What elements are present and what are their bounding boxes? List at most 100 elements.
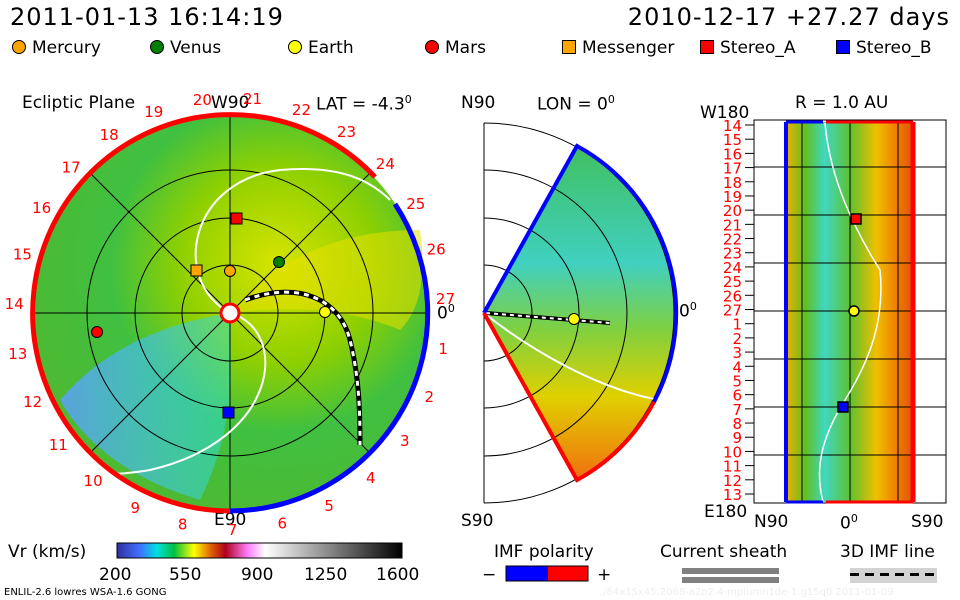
meridional-right-label: 00 — [679, 300, 697, 322]
lon-label: LON = 00 — [537, 93, 615, 115]
legend-messenger: Messenger — [562, 38, 674, 58]
radial-bottom-label: E180 — [704, 502, 748, 522]
lat-label: LAT = -4.30 — [316, 93, 412, 115]
radial-title: R = 1.0 AU — [795, 93, 889, 113]
imf-polarity-label: IMF polarity — [494, 542, 594, 562]
radial-day-label: 20 — [723, 202, 742, 220]
current-sheath-swatch — [682, 577, 779, 583]
positive-polarity-swatch — [548, 566, 588, 581]
radial-day-label: 18 — [723, 174, 742, 192]
positive-polarity-arc — [31, 112, 377, 291]
current-sheet-line — [483, 312, 661, 401]
ecliptic-top-label: W90 — [211, 93, 250, 113]
ecliptic-day-label: 19 — [144, 103, 163, 121]
radial-day-label: 17 — [723, 160, 742, 178]
messenger-marker — [190, 264, 203, 277]
radial-day-label: 19 — [723, 188, 742, 206]
radial-day-label: 5 — [732, 372, 742, 390]
ecliptic-right-label: 00 — [437, 302, 455, 324]
ecliptic-day-label: 16 — [32, 199, 51, 217]
colorbar-tick: 200 — [99, 565, 132, 585]
ecliptic-day-label: 7 — [228, 521, 238, 539]
legend-label: Messenger — [582, 38, 675, 58]
radial-day-label: 14 — [723, 117, 742, 135]
radial-day-label: 21 — [723, 216, 742, 234]
earth-marker — [319, 306, 331, 318]
current-sheath-swatch — [682, 568, 779, 574]
legend-label: Mercury — [32, 38, 101, 58]
mercury-marker — [224, 265, 236, 277]
messenger-marker-icon — [562, 40, 576, 54]
legend-venus: Venus — [150, 38, 221, 58]
legend-mars: Mars — [425, 38, 486, 58]
radial-day-label: 9 — [732, 429, 742, 447]
radial-day-label: 25 — [723, 273, 742, 291]
radial-day-label: 27 — [723, 302, 742, 320]
legend-stereo-a: Stereo_A — [700, 38, 796, 58]
stereo-b-marker — [837, 401, 849, 413]
legend-mercury: Mercury — [12, 38, 101, 58]
ecliptic-day-label: 25 — [406, 195, 425, 213]
radial-day-label: 26 — [723, 287, 742, 305]
ecliptic-day-label: 15 — [13, 245, 32, 263]
meridional-wedge — [484, 146, 677, 480]
positive-polarity-arc — [30, 289, 231, 514]
lon-zero: 0 — [437, 303, 448, 324]
radial-day-label: 22 — [723, 231, 742, 249]
earth-marker-icon — [288, 40, 302, 54]
ecliptic-day-label: 3 — [400, 432, 410, 450]
imf-line-dash — [244, 290, 362, 446]
stereo-b-marker — [222, 406, 235, 419]
radial-day-label: 10 — [723, 443, 742, 461]
ecliptic-day-label: 4 — [366, 469, 376, 487]
colorbar-tick: 1600 — [376, 565, 420, 585]
lon-text: LON = 0 — [537, 94, 608, 115]
legend-label: Stereo_A — [720, 38, 796, 58]
ecliptic-day-label: 14 — [5, 295, 24, 313]
ecliptic-day-label: 17 — [62, 159, 81, 177]
radial-day-label: 1 — [732, 316, 742, 334]
radial-day-label: 2 — [732, 330, 742, 348]
polarity-plus: + — [597, 565, 612, 585]
radial-day-label: 4 — [732, 358, 742, 376]
radial-day-label: 6 — [732, 387, 742, 405]
degree-sup: 0 — [850, 512, 858, 525]
negative-polarity-swatch — [506, 566, 548, 581]
radial-day-labels: 1415161718192021222324252627123456789101… — [723, 117, 754, 504]
radial-day-label: 3 — [732, 344, 742, 362]
radial-day-label: 24 — [723, 259, 742, 277]
colorbar-label: Vr (km/s) — [8, 542, 87, 562]
slow-wind-region — [60, 313, 232, 500]
velocity-colorbar — [116, 542, 403, 559]
x-zero: 0 — [840, 513, 851, 534]
degree-sup: 0 — [607, 93, 615, 106]
radial-day-label: 11 — [723, 458, 742, 476]
radial-day-label: 13 — [723, 486, 742, 504]
degree-sup: 0 — [447, 302, 455, 315]
radial-day-label: 16 — [723, 145, 742, 163]
stereo-b-marker-icon — [836, 40, 850, 54]
imf-line-label: 3D IMF line — [840, 542, 935, 562]
current-sheet-line — [818, 122, 882, 503]
radial-day-label: 7 — [732, 401, 742, 419]
ecliptic-day-label: 11 — [49, 436, 68, 454]
ecliptic-day-label: 20 — [193, 91, 212, 109]
colorbar-tick: 1250 — [304, 565, 348, 585]
meridional-plane-plot — [482, 122, 679, 504]
stereo-a-marker-icon — [700, 40, 714, 54]
radial-day-label: 23 — [723, 245, 742, 263]
radial-day-label: 8 — [732, 415, 742, 433]
radial-x-label-0: 00 — [840, 512, 858, 534]
polarity-swatch-frame — [505, 565, 589, 582]
mars-marker — [91, 326, 103, 338]
colorbar-tick: 900 — [241, 565, 274, 585]
legend-label: Earth — [308, 38, 354, 58]
ecliptic-day-label: 24 — [376, 155, 395, 173]
current-sheath-label: Current sheath — [660, 542, 788, 562]
fast-wind-region — [230, 230, 423, 330]
ecliptic-day-label: 8 — [178, 516, 188, 534]
ecliptic-day-label: 26 — [427, 241, 446, 259]
